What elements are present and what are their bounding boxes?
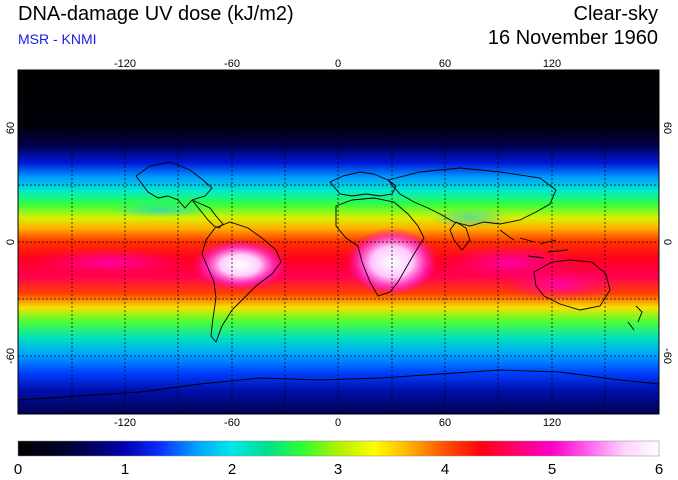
lat-tick-left: 60 [5,122,17,134]
colorbar-label: 3 [334,461,342,478]
colorbar-frame [17,440,660,457]
europe-coast [329,171,397,197]
north-america-coast [135,161,213,209]
colorbar-label: 6 [655,461,663,478]
asia-coast [387,167,557,227]
lon-tick-bottom: -120 [114,417,136,429]
antarctica-coast [18,369,659,401]
lon-tick-bottom: 0 [335,417,341,429]
lat-tick-left: -60 [5,348,17,364]
colorbar-label: 5 [548,461,556,478]
lat-tick-left: 0 [5,239,17,245]
lon-tick-top: -120 [114,58,136,70]
sky-condition: Clear-sky [573,3,658,25]
india-coast [449,221,471,251]
south-america-coast [201,221,282,343]
lon-tick-bottom: 60 [439,417,451,429]
map-date: 16 November 1960 [487,27,658,49]
lon-tick-top: 0 [335,58,341,70]
colorbar-label: 2 [228,461,236,478]
lat-tick-right: 0 [661,239,673,245]
lon-tick-bottom: 120 [543,417,561,429]
lat-tick-right: -60 [661,348,673,364]
colorbar-label: 0 [14,461,22,478]
lon-tick-top: 120 [543,58,561,70]
africa-coast [335,197,425,297]
lon-tick-top: 60 [439,58,451,70]
new-zealand-coast [627,305,643,331]
central-america-coast [191,199,224,229]
lon-tick-bottom: -60 [224,417,240,429]
colorbar-label: 4 [441,461,449,478]
map-frame [17,69,660,415]
graticule [18,70,659,414]
lon-tick-top: -60 [224,58,240,70]
chart-title: DNA-damage UV dose (kJ/m2) [18,3,294,25]
colorbar-label: 1 [121,461,129,478]
lat-tick-right: 60 [661,122,673,134]
colorbar [18,441,659,456]
data-source: MSR - KNMI [18,31,97,47]
